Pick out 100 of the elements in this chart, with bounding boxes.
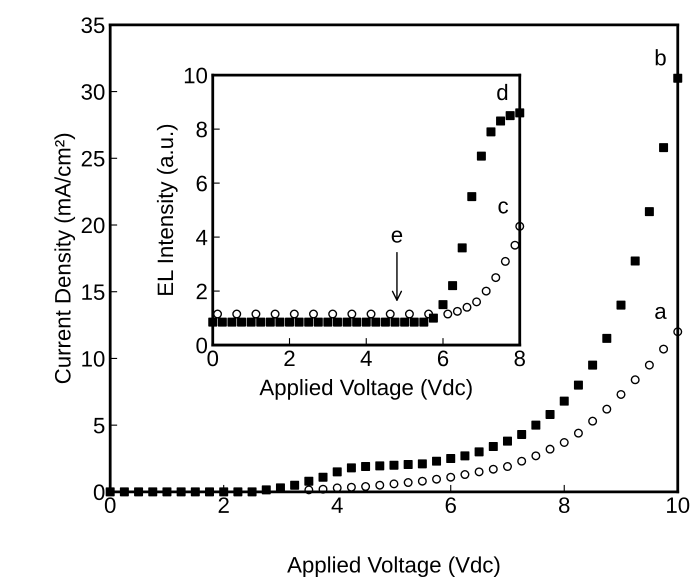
y-tick-label: 0 bbox=[196, 338, 208, 354]
y-tick-label: 10 bbox=[184, 68, 208, 84]
point bbox=[290, 480, 300, 490]
x-tick-label: 0 bbox=[207, 350, 218, 366]
point bbox=[314, 318, 323, 327]
point bbox=[546, 410, 555, 419]
y-tick-label: 2 bbox=[196, 284, 207, 300]
point bbox=[531, 451, 540, 460]
point bbox=[270, 310, 280, 319]
y-tick-label: 20 bbox=[82, 218, 104, 234]
point bbox=[389, 479, 398, 488]
point bbox=[148, 487, 158, 496]
point bbox=[410, 318, 419, 327]
point bbox=[476, 152, 486, 161]
point bbox=[106, 487, 115, 496]
point bbox=[517, 456, 526, 466]
point bbox=[446, 472, 456, 482]
x-tick-label: 4 bbox=[360, 350, 372, 366]
point bbox=[218, 318, 227, 327]
y-tick-label: 4 bbox=[196, 230, 208, 246]
point bbox=[162, 487, 172, 496]
point bbox=[460, 451, 470, 460]
x-tick-label: 6 bbox=[446, 497, 456, 514]
point bbox=[375, 461, 384, 470]
point bbox=[380, 318, 390, 327]
point bbox=[428, 314, 438, 323]
point bbox=[246, 318, 256, 327]
point bbox=[304, 318, 314, 327]
point bbox=[323, 318, 332, 327]
point bbox=[460, 470, 470, 480]
point bbox=[574, 380, 583, 390]
point bbox=[134, 487, 144, 496]
point bbox=[418, 476, 427, 486]
point bbox=[474, 447, 484, 456]
point bbox=[588, 416, 598, 426]
point bbox=[262, 485, 271, 494]
series-label: d bbox=[497, 84, 508, 100]
y-tick-label: 30 bbox=[81, 84, 104, 100]
point bbox=[248, 487, 257, 496]
point bbox=[389, 460, 398, 470]
x-tick-label: 2 bbox=[284, 350, 295, 366]
point bbox=[347, 310, 356, 319]
point bbox=[404, 310, 414, 319]
point bbox=[458, 243, 467, 252]
point bbox=[346, 463, 356, 472]
point bbox=[659, 344, 668, 354]
point bbox=[256, 318, 266, 327]
point bbox=[328, 310, 338, 319]
point bbox=[208, 318, 218, 327]
y-tick-label: 5 bbox=[94, 418, 104, 434]
point bbox=[630, 256, 640, 266]
point bbox=[120, 487, 129, 496]
point bbox=[418, 459, 427, 468]
x-axis-title: Applied Voltage (Vdc) bbox=[259, 378, 472, 400]
point bbox=[308, 310, 318, 319]
point bbox=[644, 207, 654, 216]
x-axis-title: Applied Voltage (Vdc) bbox=[287, 556, 500, 578]
point bbox=[205, 487, 214, 496]
series-label: c bbox=[498, 201, 508, 214]
point bbox=[390, 318, 400, 327]
series-label: b bbox=[656, 49, 666, 66]
y-axis-title: Current Density (mA/cm²) bbox=[54, 134, 76, 384]
point bbox=[602, 404, 612, 414]
y-tick-label: 25 bbox=[82, 150, 104, 167]
point bbox=[560, 396, 569, 406]
point bbox=[342, 318, 352, 327]
point bbox=[588, 360, 598, 370]
series-label: a bbox=[655, 306, 667, 320]
point bbox=[462, 302, 472, 312]
point bbox=[275, 318, 284, 327]
point bbox=[574, 428, 583, 438]
point bbox=[227, 318, 236, 327]
point bbox=[502, 462, 512, 472]
x-tick-label: 4 bbox=[332, 498, 343, 513]
x-tick-label: 8 bbox=[514, 350, 525, 366]
y-tick-label: 0 bbox=[94, 484, 104, 500]
x-tick-label: 10 bbox=[667, 497, 690, 514]
x-tick-label: 6 bbox=[438, 350, 448, 366]
point bbox=[443, 310, 452, 319]
x-tick-label: 8 bbox=[559, 497, 570, 514]
point bbox=[419, 318, 428, 327]
point bbox=[266, 318, 275, 327]
point bbox=[361, 482, 370, 492]
point bbox=[251, 310, 260, 319]
x-tick-label: 2 bbox=[218, 497, 229, 513]
point bbox=[467, 192, 476, 202]
point bbox=[294, 318, 304, 327]
point bbox=[400, 318, 410, 327]
point bbox=[472, 297, 482, 306]
point bbox=[448, 281, 458, 290]
point bbox=[318, 472, 328, 482]
point bbox=[386, 310, 395, 319]
point bbox=[616, 300, 626, 310]
point bbox=[438, 300, 448, 310]
y-tick-label: 6 bbox=[196, 176, 207, 192]
point bbox=[213, 310, 222, 319]
point bbox=[546, 444, 555, 454]
point bbox=[237, 318, 246, 327]
point bbox=[616, 390, 626, 399]
y-tick-label: 15 bbox=[82, 284, 104, 300]
